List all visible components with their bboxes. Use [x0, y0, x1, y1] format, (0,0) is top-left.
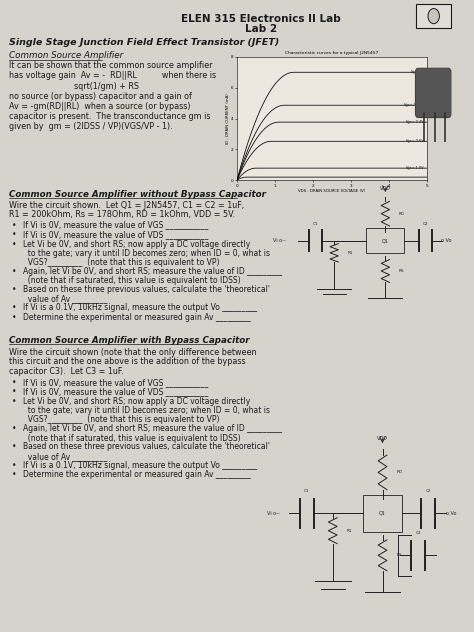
Text: Based on these three previous values, calculate the 'theoretical': Based on these three previous values, ca… — [23, 285, 270, 294]
Text: Again, let Vi be 0V, and short RS; measure the value of ID _________: Again, let Vi be 0V, and short RS; measu… — [23, 424, 282, 433]
Text: RD: RD — [396, 470, 402, 475]
Text: Wire the circuit shown.  Let Q1 = J2N5457, C1 = C2 = 1uF,: Wire the circuit shown. Let Q1 = J2N5457… — [9, 201, 245, 210]
FancyBboxPatch shape — [415, 68, 451, 118]
Text: C2: C2 — [422, 222, 428, 226]
Text: sqrt(1/gm) + RS: sqrt(1/gm) + RS — [9, 82, 139, 90]
Text: If Vi is a 0.1V, 10kHz signal, measure the output Vo _________: If Vi is a 0.1V, 10kHz signal, measure t… — [23, 461, 257, 470]
Text: •: • — [12, 313, 16, 322]
Text: Q1: Q1 — [379, 511, 386, 516]
Text: Vgs=-0.25V: Vgs=-0.25V — [404, 103, 425, 107]
Text: value of Av _________: value of Av _________ — [23, 452, 107, 461]
Text: VDD: VDD — [377, 436, 388, 441]
Text: Vgs=-1.0V: Vgs=-1.0V — [406, 166, 425, 170]
Text: If Vi is 0V, measure the value of VGS ___________: If Vi is 0V, measure the value of VGS __… — [23, 378, 208, 387]
Circle shape — [428, 9, 439, 23]
Text: •: • — [12, 397, 16, 406]
X-axis label: VDS - DRAIN SOURCE VOLTAGE (V): VDS - DRAIN SOURCE VOLTAGE (V) — [298, 189, 365, 193]
Text: Determine the experimental or measured gain Av _________: Determine the experimental or measured g… — [23, 313, 250, 322]
Text: Lab 2: Lab 2 — [245, 24, 277, 34]
Text: It can be shown that the common source amplifier: It can be shown that the common source a… — [9, 61, 213, 70]
Text: o Vo: o Vo — [441, 238, 452, 243]
Text: If Vi is 0V, measure the value of VDS ___________: If Vi is 0V, measure the value of VDS __… — [23, 230, 208, 239]
Text: Q1: Q1 — [382, 238, 389, 243]
Text: Single Stage Junction Field Effect Transistor (JFET): Single Stage Junction Field Effect Trans… — [9, 38, 280, 47]
Text: RS: RS — [399, 269, 404, 273]
Text: has voltage gain  Av = -  RD||RL          when there is: has voltage gain Av = - RD||RL when ther… — [9, 71, 217, 80]
Text: •: • — [12, 267, 16, 276]
Bar — [366, 228, 404, 253]
Text: •: • — [12, 221, 16, 229]
Title: Characteristic curves for a typical J2N5457: Characteristic curves for a typical J2N5… — [285, 51, 378, 55]
Text: Vi o--: Vi o-- — [273, 238, 286, 243]
Text: this circuit and the one above is the addition of the bypass: this circuit and the one above is the ad… — [9, 357, 246, 366]
Text: Vgs=-0.6V: Vgs=-0.6V — [406, 139, 425, 143]
Text: R1 = 200kOhm, Rs = 178Ohm, RD = 1kOhm, VDD = 5V.: R1 = 200kOhm, Rs = 178Ohm, RD = 1kOhm, V… — [9, 210, 236, 219]
Text: Vgs=0V: Vgs=0V — [410, 70, 425, 75]
Text: value of Av _________: value of Av _________ — [23, 295, 107, 303]
Text: R1: R1 — [347, 251, 353, 255]
Text: Vi o--: Vi o-- — [267, 511, 280, 516]
Text: VDD: VDD — [380, 186, 391, 191]
Text: •: • — [12, 240, 16, 248]
Text: RD: RD — [399, 212, 405, 216]
Text: Common Source Amplifier: Common Source Amplifier — [9, 51, 124, 60]
Text: Again, let Vi be 0V, and short RS; measure the value of ID _________: Again, let Vi be 0V, and short RS; measu… — [23, 267, 282, 276]
Text: VGS?_________  (note that this is equivalent to VP): VGS?_________ (note that this is equival… — [23, 415, 219, 424]
Text: Wire the circuit shown (note that the only difference between: Wire the circuit shown (note that the on… — [9, 348, 257, 356]
Text: ELEN 315 Electronics II Lab: ELEN 315 Electronics II Lab — [181, 14, 341, 24]
Text: Common Source Amplifier with Bypass Capacitor: Common Source Amplifier with Bypass Capa… — [9, 336, 250, 345]
Text: Vgs=-0.4V: Vgs=-0.4V — [406, 120, 425, 124]
Text: If Vi is a 0.1V, 10kHz signal, measure the output Vo _________: If Vi is a 0.1V, 10kHz signal, measure t… — [23, 303, 257, 312]
Text: given by  gm = (2IDSS / VP)(VGS/VP - 1).: given by gm = (2IDSS / VP)(VGS/VP - 1). — [9, 122, 173, 131]
Text: VGS?_________  (note that this is equivalent to VP): VGS?_________ (note that this is equival… — [23, 258, 219, 267]
Text: If Vi is 0V, measure the value of VGS ___________: If Vi is 0V, measure the value of VGS __… — [23, 221, 208, 229]
Text: to the gate; vary it until ID becomes zero; when ID = 0, what is: to the gate; vary it until ID becomes ze… — [23, 249, 270, 258]
Text: Determine the experimental or measured gain Av _________: Determine the experimental or measured g… — [23, 470, 250, 479]
Text: •: • — [12, 470, 16, 479]
Text: C1: C1 — [312, 222, 318, 226]
Text: If Vi is 0V, measure the value of VDS ___________: If Vi is 0V, measure the value of VDS __… — [23, 387, 208, 396]
Text: C2: C2 — [426, 489, 431, 493]
Text: Let Vi be 0V, and short RS; now apply a DC voltage directly: Let Vi be 0V, and short RS; now apply a … — [23, 240, 250, 248]
Text: C1: C1 — [304, 489, 310, 493]
Bar — [363, 495, 402, 532]
Text: •: • — [12, 424, 16, 433]
Text: capacitor is present.  The transconductance gm is: capacitor is present. The transconductan… — [9, 112, 211, 121]
Text: •: • — [12, 285, 16, 294]
Text: Av = -gm(RD||RL)  when a source (or bypass): Av = -gm(RD||RL) when a source (or bypas… — [9, 102, 191, 111]
Text: •: • — [12, 461, 16, 470]
Text: Let Vi be 0V, and short RS; now apply a DC voltage directly: Let Vi be 0V, and short RS; now apply a … — [23, 397, 250, 406]
Text: Common Source Amplifier without Bypass Capacitor: Common Source Amplifier without Bypass C… — [9, 190, 266, 198]
Text: •: • — [12, 442, 16, 451]
Text: Based on these three previous values, calculate the 'theoretical': Based on these three previous values, ca… — [23, 442, 270, 451]
Text: •: • — [12, 230, 16, 239]
Y-axis label: ID - DRAIN CURRENT (mA): ID - DRAIN CURRENT (mA) — [226, 93, 229, 144]
Text: RS: RS — [396, 554, 402, 557]
Text: (note that if saturated, this value is equivalent to IDSS): (note that if saturated, this value is e… — [23, 434, 240, 442]
Text: •: • — [12, 303, 16, 312]
Text: •: • — [12, 378, 16, 387]
Text: capacitor C3).  Let C3 = 1uF.: capacitor C3). Let C3 = 1uF. — [9, 367, 124, 375]
Text: •: • — [12, 387, 16, 396]
Text: C3: C3 — [416, 531, 421, 535]
Text: o Vo: o Vo — [446, 511, 456, 516]
Text: R1: R1 — [346, 529, 352, 533]
FancyBboxPatch shape — [416, 4, 451, 28]
Text: to the gate; vary it until ID becomes zero; when ID = 0, what is: to the gate; vary it until ID becomes ze… — [23, 406, 270, 415]
Text: (note that if saturated, this value is equivalent to IDSS): (note that if saturated, this value is e… — [23, 276, 240, 285]
Text: no source (or bypass) capacitor and a gain of: no source (or bypass) capacitor and a ga… — [9, 92, 192, 100]
